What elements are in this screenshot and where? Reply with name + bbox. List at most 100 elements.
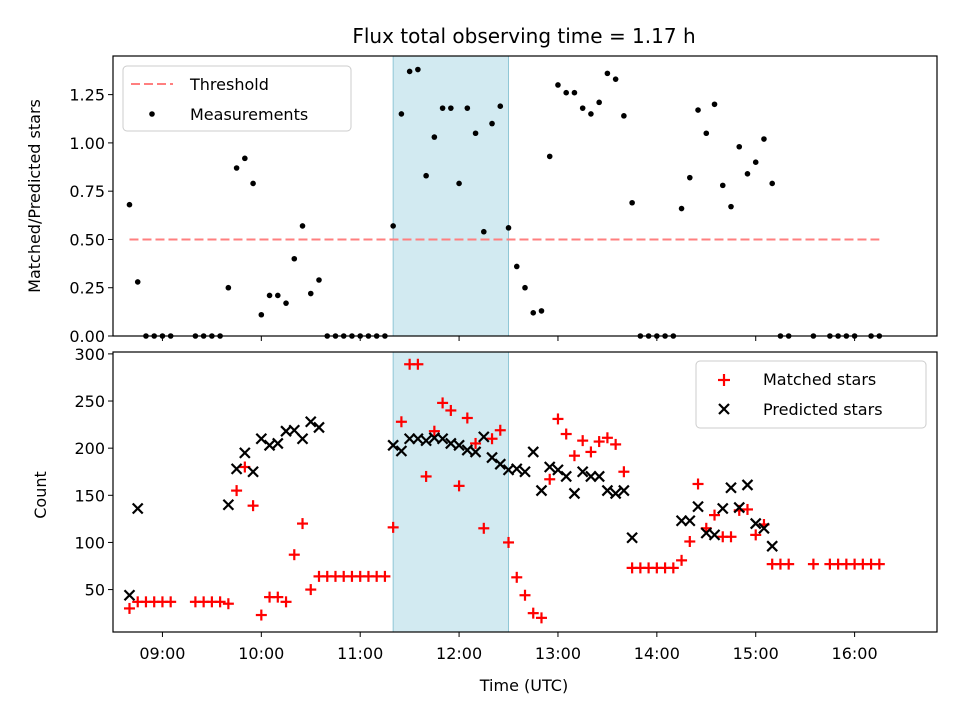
matched-star-point xyxy=(783,558,795,570)
predicted-star-point xyxy=(230,463,243,475)
predicted-star-point xyxy=(494,458,507,470)
matched-star-point xyxy=(412,358,424,370)
predicted-star-point xyxy=(593,470,605,483)
measurement-point xyxy=(571,89,578,96)
top-ytick-label: 0.50 xyxy=(69,230,105,249)
matched-star-point xyxy=(387,521,399,533)
measurement-point xyxy=(728,203,734,210)
predicted-star-point xyxy=(412,432,424,445)
matched-star-point xyxy=(593,436,605,448)
measurement-point xyxy=(464,105,471,111)
matched-star-point xyxy=(873,558,885,570)
predicted-star-point xyxy=(527,446,540,458)
top-legend-box xyxy=(122,65,352,132)
measurement-point xyxy=(546,153,553,160)
matched-star-point xyxy=(231,485,243,497)
predicted-star-point xyxy=(725,481,737,494)
bottom-xtick-label: 15:00 xyxy=(733,644,779,663)
top-ytick-label: 0.00 xyxy=(69,327,105,346)
measurement-point xyxy=(266,292,273,299)
matched-star-point xyxy=(420,470,432,482)
matched-star-point xyxy=(741,503,753,515)
matched-star-point xyxy=(395,416,407,428)
measurement-point xyxy=(390,223,396,229)
predicted-star-point xyxy=(445,437,457,450)
legend-threshold-label: Threshold xyxy=(189,75,269,94)
bottom-yticks: 50 100 150 200 250 300 xyxy=(74,345,113,600)
matched-star-point xyxy=(478,522,490,534)
measurement-point xyxy=(307,290,314,297)
matched-star-point xyxy=(692,478,704,490)
matched-star-point xyxy=(461,412,473,424)
measurement-point xyxy=(621,113,627,119)
predicted-star-point xyxy=(131,502,144,515)
predicted-star-point xyxy=(716,502,729,515)
measurement-point xyxy=(563,89,569,96)
matched-star-point xyxy=(511,571,523,583)
bottom-xticks: 09:00 10:00 11:00 12:00 13:00 14:00 15:00 16:00 xyxy=(139,632,878,663)
predicted-star-point xyxy=(469,446,482,458)
predicted-star-point xyxy=(387,439,399,452)
measurement-point xyxy=(291,255,298,262)
matched-star-point xyxy=(453,480,465,492)
matched-star-point xyxy=(494,424,506,436)
top-xticks xyxy=(161,336,856,341)
matched-star-point xyxy=(676,554,688,566)
matched-star-point xyxy=(214,596,226,608)
bottom-xtick-label: 16:00 xyxy=(832,644,878,663)
matched-star-point xyxy=(552,413,564,425)
bottom-ytick-label: 100 xyxy=(74,533,105,552)
measurement-point xyxy=(530,310,537,316)
measurement-point xyxy=(703,130,710,137)
predicted-star-point xyxy=(733,501,746,514)
matched-star-point xyxy=(222,598,234,610)
predicted-star-point xyxy=(609,487,622,500)
bottom-ytick-label: 50 xyxy=(85,581,105,600)
predicted-star-point xyxy=(247,465,259,478)
measurement-point xyxy=(472,130,479,137)
measurement-point xyxy=(316,277,322,283)
measurement-point xyxy=(596,99,602,106)
measurement-point xyxy=(497,103,504,110)
measurement-point xyxy=(225,284,232,291)
legend-predicted-label: Predicted stars xyxy=(763,400,883,419)
predicted-star-point xyxy=(708,529,721,541)
predicted-star-point xyxy=(700,527,713,539)
bottom-xtick-label: 14:00 xyxy=(634,644,680,663)
measurement-point xyxy=(258,311,265,318)
predicted-star-point xyxy=(255,432,268,445)
measurement-point xyxy=(538,308,545,314)
matched-star-point xyxy=(486,433,498,445)
predicted-star-point xyxy=(766,540,778,552)
measurement-point xyxy=(678,205,685,212)
predicted-star-point xyxy=(288,424,301,437)
top-panel: 0.00 0.25 0.50 0.75 1.00 1.25 Matched/Predict… xyxy=(25,55,938,346)
matched-star-point xyxy=(601,432,613,444)
measurement-point xyxy=(275,292,281,299)
predicted-star-point xyxy=(486,451,498,464)
matched-star-point xyxy=(560,428,572,440)
measurement-point xyxy=(126,201,133,208)
matched-star-point xyxy=(428,425,440,437)
matched-star-point xyxy=(272,591,284,603)
predicted-star-point xyxy=(741,479,754,491)
predicted-star-point xyxy=(123,589,136,602)
matched-star-point xyxy=(709,509,721,521)
bottom-xtick-label: 09:00 xyxy=(139,644,185,663)
predicted-star-point xyxy=(461,444,474,456)
bottom-panel: 50 100 150 200 250 300 09:00 10:00 11:00 12:00 13… xyxy=(31,345,938,695)
predicted-star-point xyxy=(585,470,597,483)
top-yticks: 0.00 0.25 0.50 0.75 1.00 1.25 xyxy=(69,86,113,346)
top-axes-frame xyxy=(112,55,938,337)
bottom-ytick-label: 300 xyxy=(74,345,105,364)
measurement-point xyxy=(752,159,759,166)
bottom-axes-frame xyxy=(112,351,938,633)
measurement-point xyxy=(505,225,512,231)
measurement-point xyxy=(299,223,306,229)
matched-star-point xyxy=(527,607,539,619)
matched-star-point xyxy=(470,437,482,449)
measurement-point xyxy=(612,76,619,82)
bottom-y-axis-label: Count xyxy=(31,471,50,519)
bottom-ytick-label: 200 xyxy=(74,439,105,458)
matched-star-point xyxy=(379,570,391,582)
